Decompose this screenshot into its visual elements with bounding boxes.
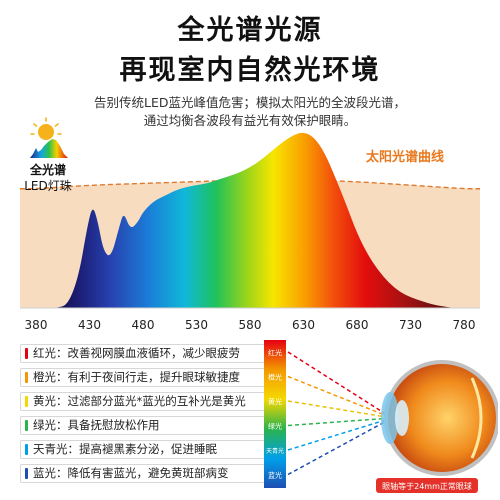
spectrum-band-strip [264,340,286,488]
legend-item: 红光：改善视网膜血液循环，减少眼疲劳 [20,344,270,363]
light-beam [287,417,393,476]
legend-color-bar [25,420,28,431]
x-tick-label: 530 [185,318,208,332]
x-tick-label: 730 [399,318,422,332]
legend-item: 天青光：提高褪黑素分泌，促进睡眠 [20,440,270,459]
page-subtitle-title: 再现室内自然光环境 [119,55,381,86]
legend-label: 橙光：有利于夜间行走，提升眼球敏捷度 [33,370,240,384]
eye-caption-badge [376,478,478,493]
legend-color-bar [25,348,28,359]
band-label: 蓝光 [268,471,282,480]
subtitle-line-2: 通过均衡各波段有益光有效保护眼睛。 [143,113,357,128]
subtitle-line-1: 告别传统LED蓝光峰值危害；模拟太阳光的全波段光谱， [94,95,406,110]
legend-item: 蓝光：降低有害蓝光，避免黄斑部病变 [20,464,270,483]
x-tick-label: 680 [346,318,369,332]
x-axis-ticks: 380 430 480 530 580 630 680 730 780 [25,318,476,332]
legend-label: 绿光：具备抚慰放松作用 [33,418,160,432]
badge-title: 全光谱 [29,162,66,177]
x-tick-label: 780 [453,318,476,332]
legend-label: 黄光：过滤部分蓝光*蓝光的互补光是黄光 [33,394,246,408]
eyeball-icon [381,360,498,476]
legend-item: 黄光：过滤部分蓝光*蓝光的互补光是黄光 [20,392,270,411]
band-label: 橙光 [268,373,282,382]
eye-caption: 眼轴等于24mm正常眼球 [382,481,472,491]
legend-color-bar [25,396,28,407]
mini-spectrum-icon [30,139,68,158]
badge-label: LED灯珠 [24,179,72,193]
light-beam [287,417,393,427]
x-tick-label: 480 [132,318,155,332]
light-beam [287,417,393,451]
x-tick-label: 580 [239,318,262,332]
x-tick-label: 630 [292,318,315,332]
page-title: 全光谱光源 [177,15,323,46]
legend-item: 橙光：有利于夜间行走，提升眼球敏捷度 [20,368,270,387]
sun-curve-annotation: 太阳光谱曲线 [365,149,444,165]
band-label: 绿光 [268,422,282,431]
led-spectrum-area [36,132,464,308]
band-label: 天青光 [266,447,284,455]
legend-color-bar [25,468,28,479]
light-beam [287,400,393,419]
legend-color-bar [25,444,28,455]
spectrum-chart: 380 430 480 530 580 630 680 730 780 太阳光谱曲线 全光谱 L… [20,117,480,332]
legend-label: 天青光：提高褪黑素分泌，促进睡眠 [33,442,217,456]
legend-item: 绿光：具备抚慰放松作用 [20,416,270,435]
legend-label: 红光：改善视网膜血液循环，减少眼疲劳 [33,346,240,360]
light-beam [287,375,393,419]
legend-color-bar [25,372,28,383]
light-beam [287,351,393,419]
sun-icon [30,117,62,140]
light-beams [287,351,393,476]
legend-label: 蓝光：降低有害蓝光，避免黄斑部病变 [33,466,229,480]
x-tick-label: 380 [25,318,48,332]
x-tick-label: 430 [78,318,101,332]
band-label: 黄光 [268,397,282,406]
band-label: 红光 [268,348,282,357]
